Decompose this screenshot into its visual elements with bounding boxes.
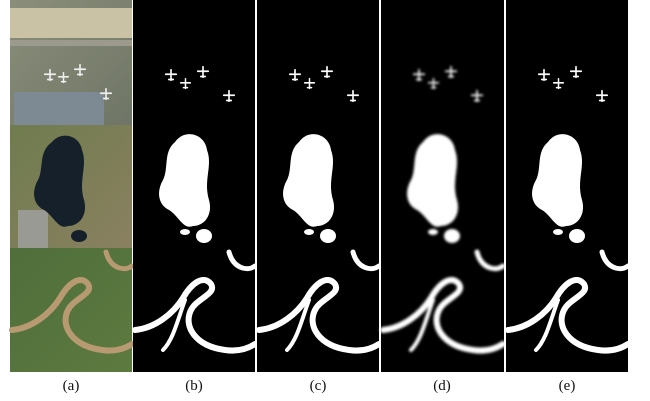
label: (a) bbox=[63, 378, 80, 394]
mask-d bbox=[381, 0, 504, 372]
label: (c) bbox=[310, 378, 327, 394]
mask-c bbox=[257, 0, 379, 372]
mask-b bbox=[133, 0, 255, 372]
mask-e bbox=[506, 0, 628, 372]
labels: (a) (b) (c) (d) (e) bbox=[63, 378, 576, 394]
input-images bbox=[10, 0, 132, 372]
figure: (a) (b) (c) (d) (e) bbox=[0, 0, 650, 401]
label: (b) bbox=[185, 378, 203, 394]
label: (e) bbox=[559, 378, 576, 394]
label: (d) bbox=[433, 378, 451, 394]
